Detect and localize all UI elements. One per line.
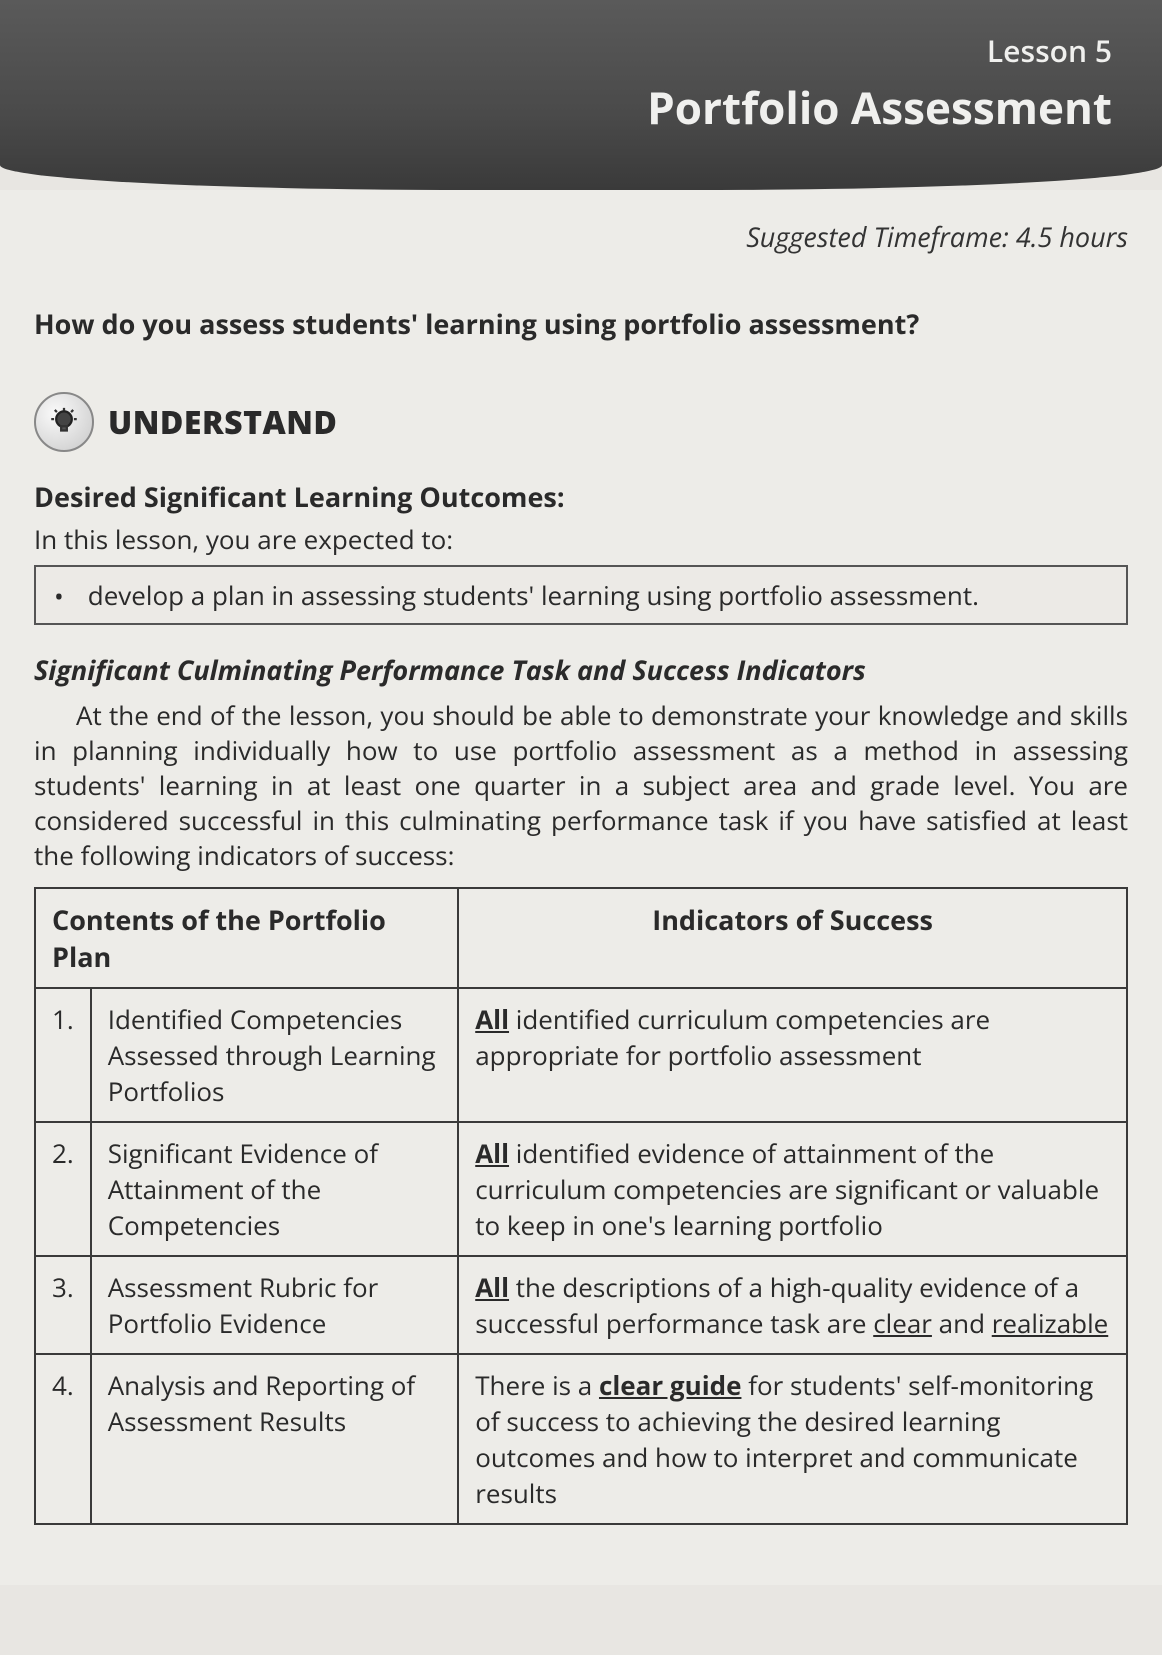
lesson-number-label: Lesson 5 [50, 30, 1112, 71]
row-content: Assessment Rubric for Portfolio Evidence [91, 1256, 459, 1354]
lesson-title: Portfolio Assessment [50, 77, 1112, 137]
table-header-row: Contents of the Portfolio Plan Indicator… [35, 888, 1127, 988]
lesson-header: Lesson 5 Portfolio Assessment [0, 0, 1162, 190]
suggested-timeframe: Suggested Timeframe: 4.5 hours [34, 218, 1128, 255]
guiding-question: How do you assess students' learning usi… [34, 305, 1128, 342]
row-indicator: There is a clear guide for students' sel… [458, 1354, 1127, 1524]
outcome-text: develop a plan in assessing students' le… [88, 577, 979, 613]
row-indicator: All identified curriculum competencies a… [458, 988, 1127, 1122]
row-number: 3. [35, 1256, 91, 1354]
significant-task-paragraph: At the end of the lesson, you should be … [34, 698, 1128, 873]
row-indicator: All the descriptions of a high-quality e… [458, 1256, 1127, 1354]
col-header-indicators: Indicators of Success [458, 888, 1127, 988]
understand-heading: UNDERSTAND [108, 401, 337, 444]
understand-section-header: UNDERSTAND [34, 392, 1128, 452]
row-number: 1. [35, 988, 91, 1122]
outcome-box: • develop a plan in assessing students' … [34, 565, 1128, 625]
outcomes-heading: Desired Significant Learning Outcomes: [34, 478, 1128, 515]
significant-task-heading: Significant Culminating Performance Task… [34, 651, 1128, 688]
row-content: Significant Evidence of Attainment of th… [91, 1122, 459, 1256]
row-content: Identified Competencies Assessed through… [91, 988, 459, 1122]
col-header-contents: Contents of the Portfolio Plan [35, 888, 458, 988]
portfolio-plan-table: Contents of the Portfolio Plan Indicator… [34, 887, 1128, 1525]
row-indicator: All identified evidence of attainment of… [458, 1122, 1127, 1256]
lightbulb-icon [34, 392, 94, 452]
bullet-icon: • [54, 583, 64, 609]
table-row: 4. Analysis and Reporting of Assessment … [35, 1354, 1127, 1524]
table-row: 2. Significant Evidence of Attainment of… [35, 1122, 1127, 1256]
row-content: Analysis and Reporting of Assessment Res… [91, 1354, 459, 1524]
page-body: Suggested Timeframe: 4.5 hours How do yo… [0, 190, 1162, 1585]
table-row: 1. Identified Competencies Assessed thro… [35, 988, 1127, 1122]
row-number: 4. [35, 1354, 91, 1524]
outcomes-lead: In this lesson, you are expected to: [34, 521, 1128, 557]
table-row: 3. Assessment Rubric for Portfolio Evide… [35, 1256, 1127, 1354]
row-number: 2. [35, 1122, 91, 1256]
